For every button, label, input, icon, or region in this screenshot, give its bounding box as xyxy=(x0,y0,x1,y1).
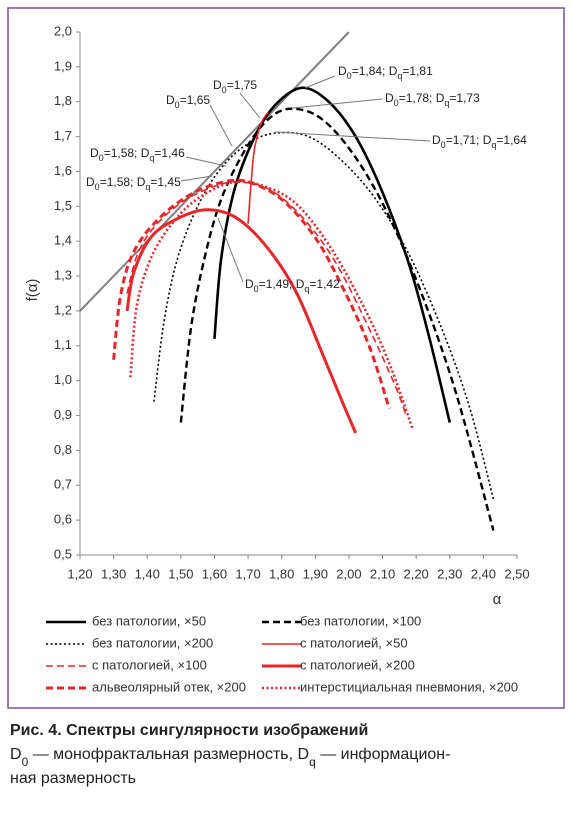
y-tick-label: 0,5 xyxy=(54,546,72,561)
y-tick-label: 1,5 xyxy=(54,198,72,213)
caption-line: ная размерность xyxy=(10,770,136,787)
annotation: D0=1,84; Dq=1,81 xyxy=(338,64,433,81)
annotation-leader xyxy=(209,104,233,147)
x-tick-label: 1,30 xyxy=(101,566,126,581)
annotation: D0=1,49; Dq=1,42 xyxy=(245,277,340,294)
annotation: D0=1,58; Dq=1,45 xyxy=(86,175,181,192)
annotation: D0=1,65 xyxy=(166,93,210,110)
x-tick-label: 1,70 xyxy=(235,566,260,581)
y-tick-label: 1,7 xyxy=(54,128,72,143)
x-tick-label: 1,80 xyxy=(269,566,294,581)
y-tick-label: 1,4 xyxy=(54,233,72,248)
y-axis-label: f(α) xyxy=(24,279,41,302)
x-tick-label: 2,20 xyxy=(403,566,428,581)
legend-label: с патологией, ×50 xyxy=(300,635,408,650)
annotation: D0=1,75 xyxy=(213,78,257,95)
legend-label: интерстициальная пневмония, ×200 xyxy=(300,679,518,694)
frame xyxy=(7,7,565,709)
annotation-leader xyxy=(239,92,261,119)
x-tick-label: 2,10 xyxy=(370,566,395,581)
series-line xyxy=(125,208,358,434)
caption-title: Рис. 4. Спектры сингулярности изображени… xyxy=(10,722,368,739)
x-tick-label: 1,50 xyxy=(168,566,193,581)
series-line xyxy=(112,178,391,410)
annotation-leader xyxy=(217,217,244,283)
series-line xyxy=(153,131,495,500)
x-tick-label: 1,90 xyxy=(303,566,328,581)
x-tick-label: 2,40 xyxy=(471,566,496,581)
annotation-leader xyxy=(180,175,213,182)
annotation-leader xyxy=(292,98,383,109)
y-tick-label: 1,6 xyxy=(54,163,72,178)
y-tick-label: 0,6 xyxy=(54,512,72,527)
y-tick-label: 1,2 xyxy=(54,302,72,317)
annotation-leader xyxy=(274,131,431,142)
series-line xyxy=(179,107,495,531)
legend-label: альвеолярный отек, ×200 xyxy=(92,679,246,694)
x-tick-label: 1,20 xyxy=(67,566,92,581)
y-tick-label: 1,3 xyxy=(54,268,72,283)
legend-label: без патологии, ×50 xyxy=(92,613,206,628)
legend-label: с патологией, ×100 xyxy=(92,657,207,672)
legend-label: без патологии, ×200 xyxy=(92,635,213,650)
y-tick-label: 0,9 xyxy=(54,407,72,422)
y-tick-label: 0,7 xyxy=(54,477,72,492)
x-axis-label: α xyxy=(493,591,502,608)
x-tick-label: 2,50 xyxy=(504,566,529,581)
caption-line: D0 — монофрактальная размерность, Dq — и… xyxy=(10,746,450,769)
series-line xyxy=(247,111,269,224)
x-tick-label: 2,00 xyxy=(336,566,361,581)
y-tick-label: 1,1 xyxy=(54,337,72,352)
x-tick-label: 1,60 xyxy=(202,566,227,581)
annotation: D0=1,71; Dq=1,64 xyxy=(432,133,527,150)
legend-label: без патологии, ×100 xyxy=(300,613,421,628)
y-tick-label: 1,8 xyxy=(54,93,72,108)
y-tick-label: 2,0 xyxy=(54,23,72,38)
annotation: D0=1,58; Dq=1,46 xyxy=(90,146,185,163)
series-line xyxy=(126,181,407,416)
reference-line xyxy=(79,31,350,312)
annotation-leader xyxy=(185,156,227,167)
y-tick-label: 1,0 xyxy=(54,372,72,387)
annotation: D0=1,78; Dq=1,73 xyxy=(385,91,480,108)
annotation-leader xyxy=(304,75,336,89)
legend-label: с патологией, ×200 xyxy=(300,657,415,672)
series-line xyxy=(213,86,452,423)
y-tick-label: 1,9 xyxy=(54,58,72,73)
y-tick-label: 0,8 xyxy=(54,442,72,457)
series-line xyxy=(129,180,415,430)
x-tick-label: 2,30 xyxy=(437,566,462,581)
x-tick-label: 1,40 xyxy=(135,566,160,581)
